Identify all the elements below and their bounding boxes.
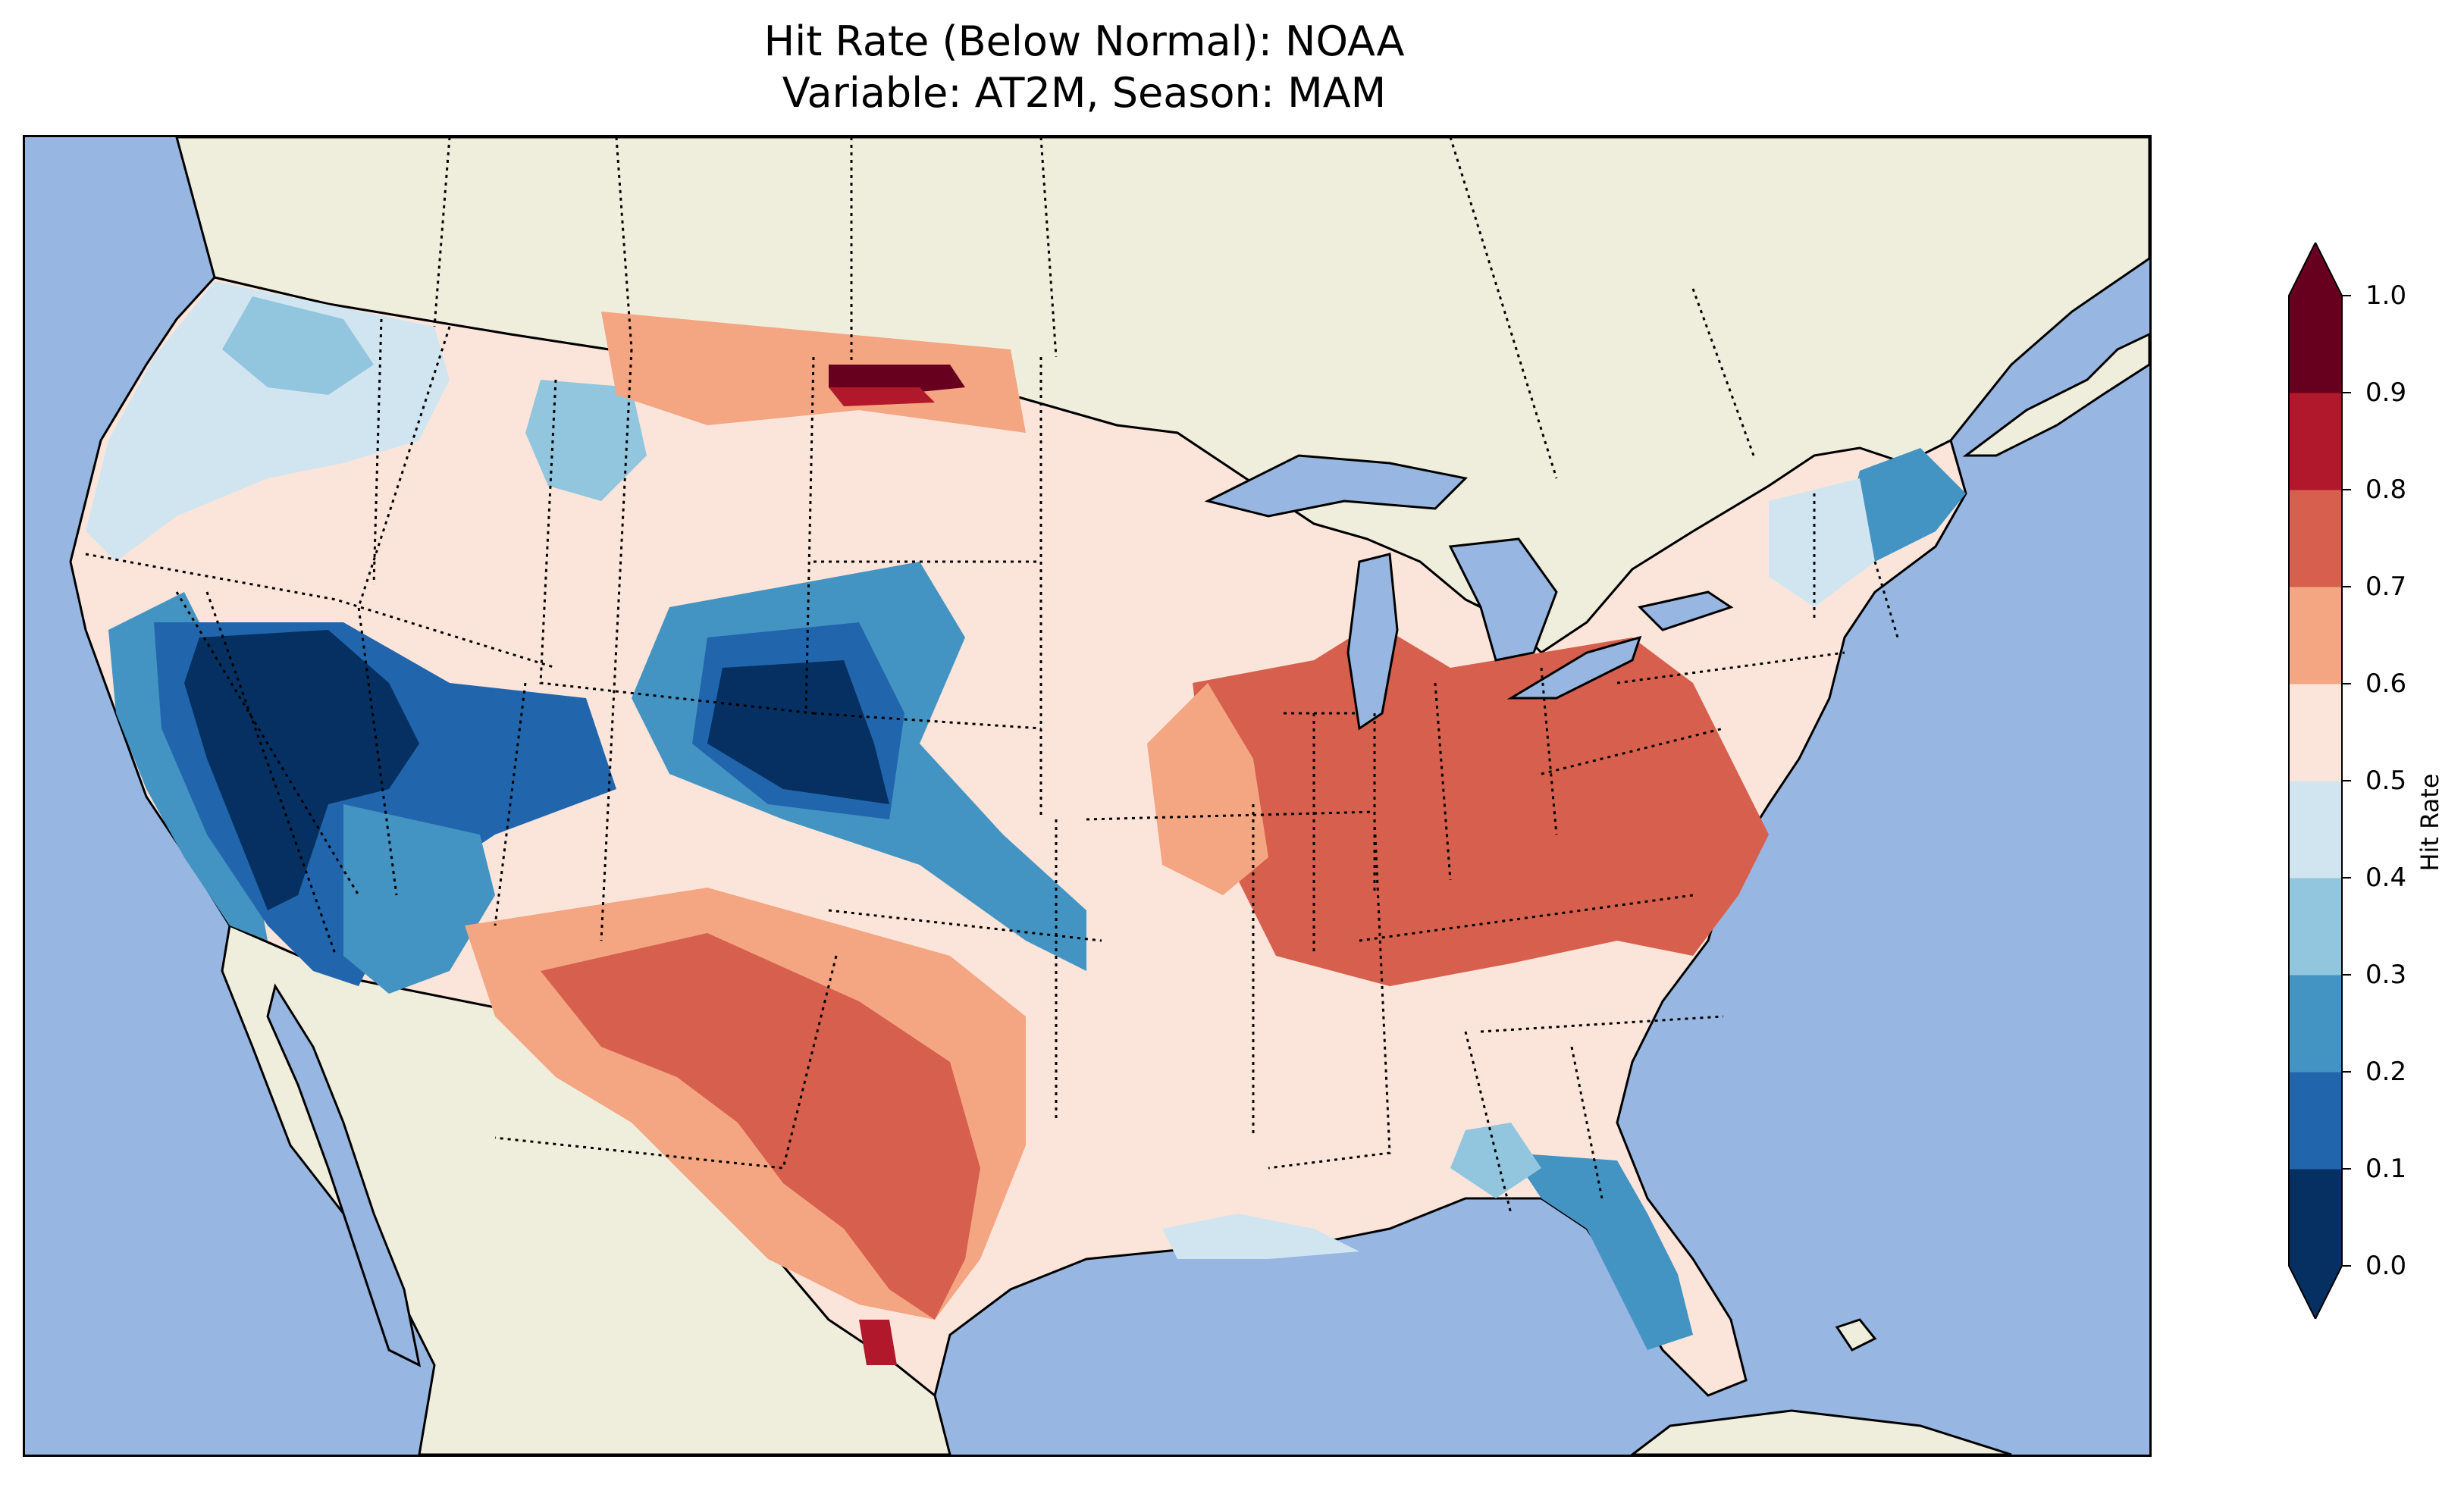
region-ohio-light xyxy=(1147,683,1268,895)
colorbar-tick-label: 0.1 xyxy=(2365,1154,2407,1184)
title-line-2: Variable: AT2M, Season: MAM xyxy=(782,69,1387,117)
province-borders xyxy=(433,137,1755,479)
region-ohio-valley xyxy=(1193,622,1769,986)
region-south-texas xyxy=(859,1320,897,1365)
colorbar-extend-high xyxy=(2289,243,2342,296)
region-louisiana-light xyxy=(1162,1214,1359,1259)
region-oregon-light xyxy=(222,296,374,395)
colorbar-tick-label: 0.0 xyxy=(2365,1251,2407,1281)
region-georgia-light xyxy=(1450,1123,1541,1198)
region-texas-red xyxy=(541,933,980,1320)
colorbar-level-2 xyxy=(2289,975,2342,1073)
colorbar-level-9 xyxy=(2289,296,2342,393)
colorbar-tick-label: 1.0 xyxy=(2365,280,2407,311)
colorbar-level-8 xyxy=(2289,393,2342,490)
map-panel xyxy=(23,135,2152,1457)
colorbar-tick-label: 0.6 xyxy=(2365,669,2407,699)
colorbar-level-1 xyxy=(2289,1072,2342,1170)
region-great-basin-dark xyxy=(184,630,419,910)
lake-ontario xyxy=(1638,590,1734,631)
lake-huron xyxy=(1448,537,1558,662)
colorbar-tick-label: 0.2 xyxy=(2365,1057,2407,1087)
gulf-of-california xyxy=(266,983,422,1367)
colorbar-tick-label: 0.5 xyxy=(2365,766,2407,796)
cuba-landmass xyxy=(1630,1409,2012,1455)
colorbar-levels xyxy=(2289,243,2342,1319)
colorbar-tick-label: 0.9 xyxy=(2365,377,2407,408)
region-north-dakota-red xyxy=(829,387,935,406)
colorbar-label: Hit Rate xyxy=(2415,773,2444,872)
map-canvas xyxy=(69,137,2149,1455)
region-georgia-blue xyxy=(1511,1153,1693,1350)
colorbar-tick-label: 0.4 xyxy=(2365,863,2407,893)
lake-michigan xyxy=(1346,553,1399,731)
bahamas-island xyxy=(1835,1318,1877,1351)
colorbar xyxy=(2288,243,2351,1319)
colorbar-tick-label: 0.3 xyxy=(2365,960,2407,990)
region-maine xyxy=(1845,448,1966,562)
colorbar-level-3 xyxy=(2289,878,2342,976)
colorbar-level-6 xyxy=(2289,587,2342,684)
colorbar-tick-label: 0.7 xyxy=(2365,572,2407,602)
colorbar-level-0 xyxy=(2289,1169,2342,1267)
lake-superior xyxy=(1204,454,1469,518)
region-idaho xyxy=(525,380,647,501)
colorbar-level-5 xyxy=(2289,684,2342,781)
colorbar-tick-marks xyxy=(2342,295,2351,1267)
colorbar-tick-label: 0.8 xyxy=(2365,475,2407,505)
colorbar-level-7 xyxy=(2289,490,2342,587)
region-nevada-utah-blue xyxy=(343,804,495,994)
maritimes-landmass xyxy=(1962,333,2149,457)
region-new-england-light xyxy=(1769,478,1875,607)
colorbar-level-4 xyxy=(2289,781,2342,879)
title-line-1: Hit Rate (Below Normal): NOAA xyxy=(763,17,1405,65)
colorbar-extend-low xyxy=(2289,1266,2342,1319)
state-borders xyxy=(85,318,1899,1214)
region-colorado-core xyxy=(707,660,889,804)
